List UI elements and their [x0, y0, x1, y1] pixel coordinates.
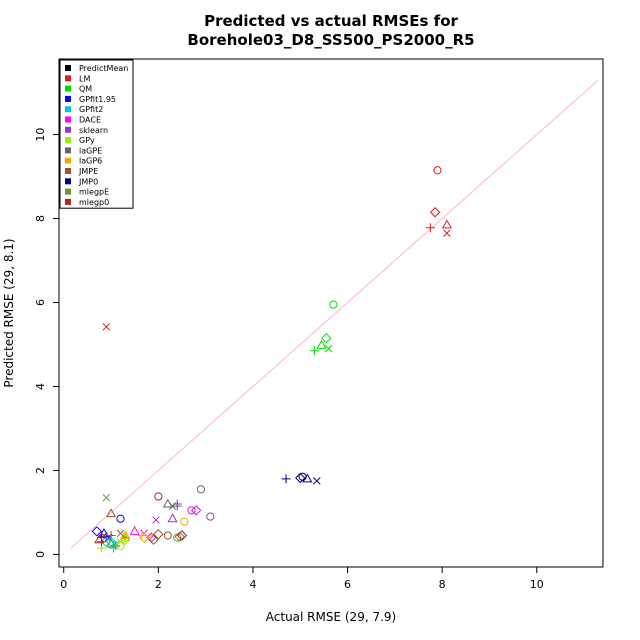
data-point	[148, 534, 159, 545]
data-point	[105, 538, 117, 548]
y-axis-label: Predicted RMSE (29, 8.1)	[2, 238, 16, 387]
y-tick-label: 0	[34, 551, 47, 558]
legend-swatch	[65, 85, 71, 92]
legend-entry: mlegp0	[79, 198, 109, 207]
legend-swatch	[65, 147, 71, 154]
data-point	[97, 537, 107, 547]
legend-entry: QM	[79, 85, 92, 94]
legend-swatch	[65, 137, 71, 144]
data-point	[91, 526, 103, 537]
reference-line	[70, 79, 599, 549]
x-axis: 0 2 4 6 8 10	[60, 567, 544, 591]
legend-swatch	[65, 168, 71, 174]
data-point	[105, 508, 117, 518]
data-point	[433, 166, 442, 175]
data-point	[102, 493, 111, 502]
data-point	[108, 543, 118, 553]
data-point	[168, 502, 177, 510]
data-point	[167, 513, 178, 523]
data-point	[295, 472, 306, 484]
data-point	[163, 531, 172, 540]
legend-entry: sklearn	[79, 126, 108, 135]
data-point	[153, 529, 164, 540]
data-point	[154, 492, 163, 501]
data-point	[329, 300, 338, 309]
data-point	[172, 501, 182, 511]
legend-swatch	[65, 157, 71, 164]
data-point	[162, 498, 173, 508]
data-point	[111, 541, 121, 551]
data-point	[324, 344, 333, 353]
data-point	[129, 525, 140, 535]
data-point	[441, 219, 452, 229]
legend-swatch	[65, 198, 71, 205]
data-point	[105, 536, 117, 548]
legend-entry: laGPE	[79, 146, 102, 155]
y-axis: 0 2 4 6 8 10	[34, 128, 59, 558]
chart-title-line-1: Predicted vs actual RMSEs for	[204, 12, 458, 30]
legend-swatch	[65, 188, 71, 195]
legend-entry: GPfit2	[79, 105, 103, 114]
legend-entry: DACE	[79, 116, 101, 125]
x-tick-label: 4	[249, 578, 256, 591]
x-axis-label: Actual RMSE (29, 7.9)	[266, 610, 396, 624]
legend-entry: JMP0	[78, 177, 98, 186]
data-point	[309, 346, 319, 356]
data-point	[316, 339, 327, 349]
legend-swatch	[65, 178, 71, 185]
y-tick-label: 6	[34, 299, 47, 306]
x-tick-label: 2	[155, 578, 162, 591]
legend-swatch	[65, 106, 71, 113]
data-point	[190, 505, 202, 516]
x-tick-label: 0	[60, 578, 67, 591]
y-tick-label: 4	[34, 383, 47, 390]
data-point	[102, 323, 111, 331]
legend-entry: PredictMean	[79, 64, 128, 73]
legend-entry: mlegpE	[79, 188, 109, 197]
data-point	[138, 532, 150, 543]
legend-box	[59, 59, 134, 209]
data-point	[429, 207, 441, 218]
chart-title-line-2: Borehole03_D8_SS500_PS2000_R5	[187, 31, 474, 49]
data-point	[116, 538, 125, 546]
legend-swatch	[65, 65, 71, 71]
data-point	[100, 531, 108, 540]
legend-entry: JMPE	[78, 167, 98, 176]
data-point	[425, 223, 435, 233]
data-point	[206, 512, 215, 521]
data-point	[187, 506, 196, 515]
data-point	[180, 517, 189, 526]
data-point	[313, 477, 321, 485]
data-point	[174, 531, 185, 542]
x-tick-label: 6	[344, 578, 351, 591]
legend-entry: laGP6	[79, 157, 102, 166]
legend-swatch	[65, 95, 71, 102]
data-point	[196, 485, 206, 494]
legend-swatch	[65, 75, 71, 82]
legend-swatch	[65, 116, 71, 123]
y-tick-label: 10	[34, 128, 47, 142]
y-tick-label: 2	[34, 467, 47, 474]
data-point	[120, 530, 131, 540]
data-point	[281, 474, 291, 484]
data-point	[116, 529, 125, 538]
data-point	[152, 516, 160, 524]
data-point	[116, 514, 125, 523]
data-point	[321, 332, 332, 344]
x-tick-label: 10	[530, 578, 544, 591]
y-tick-label: 8	[34, 215, 47, 222]
data-point	[176, 530, 188, 541]
legend-entry: GPy	[79, 136, 95, 145]
x-tick-label: 8	[439, 578, 446, 591]
legend-entry: LM	[79, 74, 90, 83]
plot-frame	[58, 58, 604, 568]
legend-entry: GPfit1.95	[79, 95, 116, 104]
legend-swatch	[65, 126, 71, 133]
data-point	[443, 229, 451, 237]
